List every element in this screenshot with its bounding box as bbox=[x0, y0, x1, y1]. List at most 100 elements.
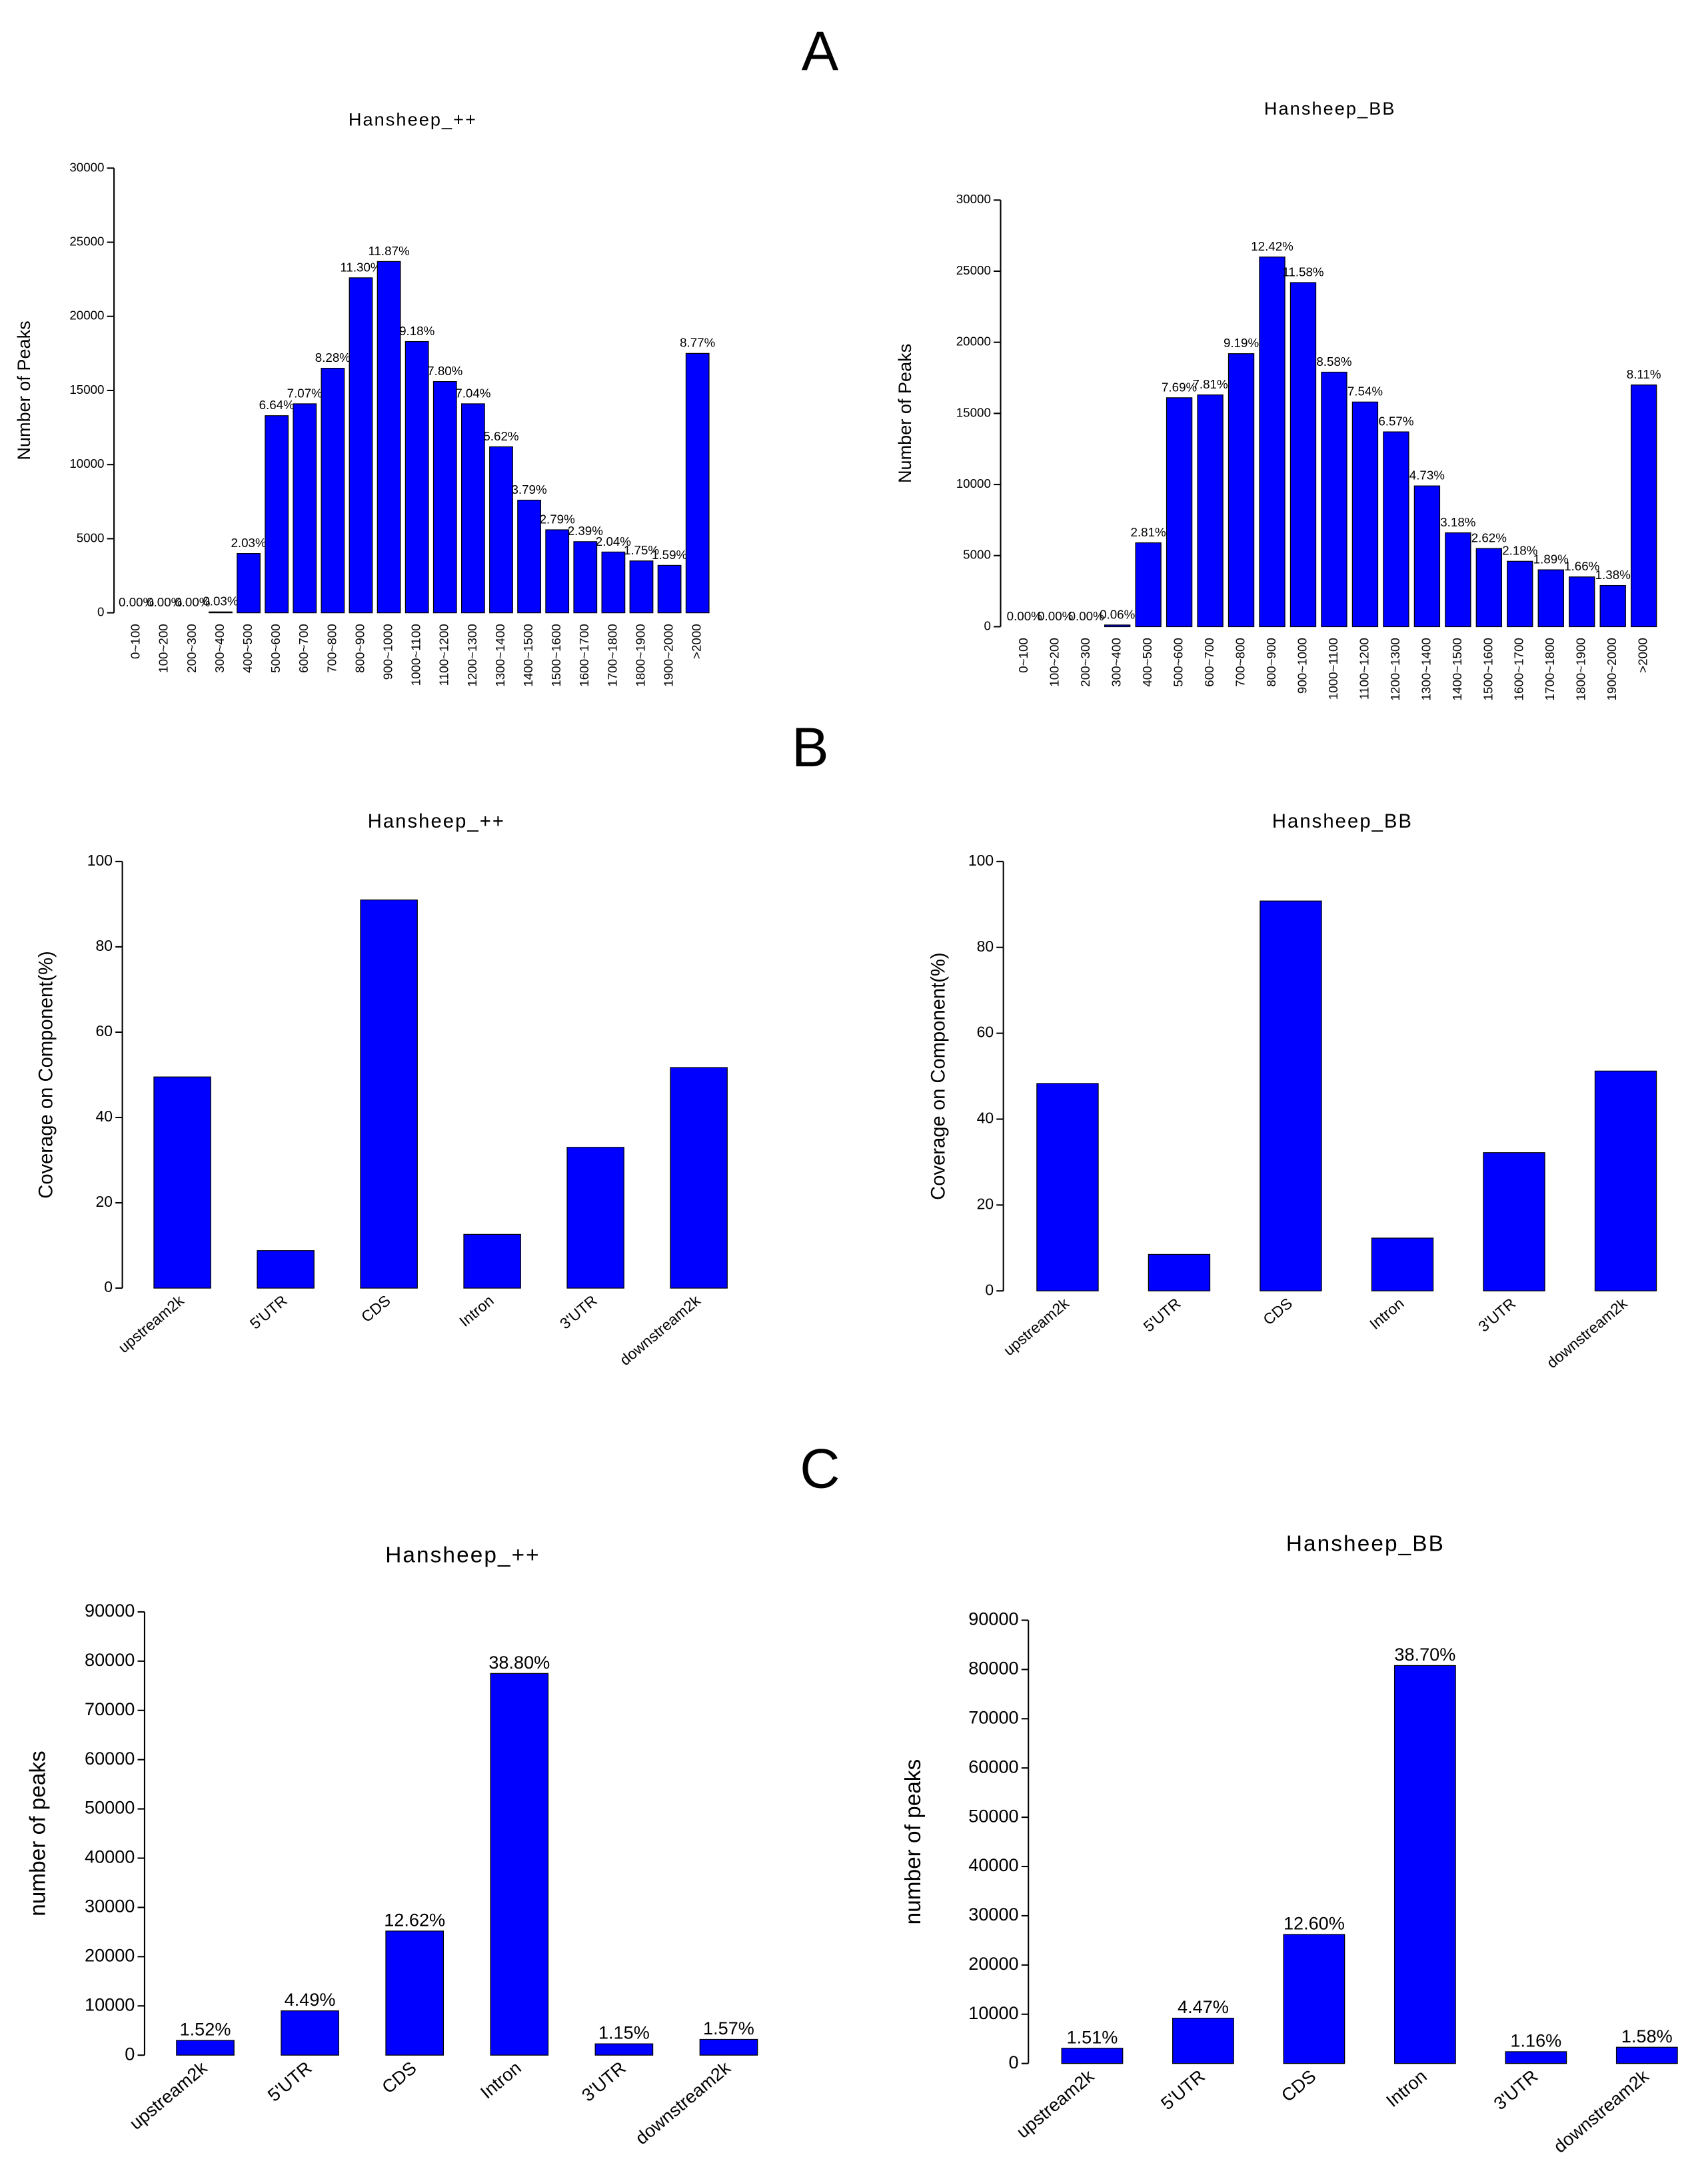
bar bbox=[1260, 900, 1322, 1291]
x-tick-label: 0~100 bbox=[1016, 638, 1030, 673]
y-tick-label: 0 bbox=[1009, 2052, 1019, 2072]
bar-label: 1.75% bbox=[624, 543, 659, 557]
bar bbox=[670, 1067, 728, 1289]
x-tick-label: downstream2k bbox=[1549, 2065, 1653, 2156]
x-tick-label: 1000~1100 bbox=[1326, 638, 1340, 700]
x-tick-label: 1000~1100 bbox=[409, 624, 423, 686]
y-tick-label: 70000 bbox=[968, 1707, 1018, 1727]
bar-label: 1.58% bbox=[1621, 2026, 1673, 2046]
x-tick-label: 1200~1300 bbox=[1388, 638, 1402, 700]
bar-label: 3.79% bbox=[512, 482, 547, 496]
x-tick-label: 100~200 bbox=[1048, 638, 1062, 687]
y-tick-label: 90000 bbox=[968, 1609, 1018, 1629]
x-tick-label: 700~800 bbox=[1234, 638, 1248, 687]
x-tick-label: 1900~2000 bbox=[662, 624, 676, 686]
bar bbox=[176, 2040, 235, 2056]
x-tick-label: 1800~1900 bbox=[1574, 638, 1588, 700]
x-tick-label: 0~100 bbox=[129, 624, 143, 659]
x-tick-label: 1100~1200 bbox=[437, 624, 451, 686]
panel-label: B bbox=[792, 716, 829, 778]
x-tick-label: CDS bbox=[1278, 2066, 1320, 2106]
y-tick-label: 100 bbox=[968, 852, 994, 869]
y-tick-label: 80 bbox=[977, 938, 994, 955]
bar-label: 11.58% bbox=[1282, 265, 1323, 279]
bar bbox=[629, 560, 654, 614]
x-tick-label: 400~500 bbox=[241, 624, 255, 673]
bar bbox=[1172, 2018, 1234, 2064]
y-tick-label: 80000 bbox=[968, 1658, 1018, 1679]
x-tick-label: 1500~1600 bbox=[549, 624, 563, 686]
bar-label: 1.51% bbox=[1067, 2026, 1118, 2047]
x-tick-label: >2000 bbox=[1636, 638, 1650, 673]
x-tick-label: 800~900 bbox=[353, 624, 367, 673]
x-tick-label: 1900~2000 bbox=[1605, 638, 1619, 700]
bar bbox=[257, 1250, 315, 1289]
bar-label: 1.89% bbox=[1533, 552, 1569, 566]
y-tick-label: 0 bbox=[104, 1278, 113, 1295]
y-tick-label: 20000 bbox=[956, 335, 991, 349]
bar-label: 7.07% bbox=[287, 386, 323, 400]
bar bbox=[1197, 394, 1224, 628]
bar-label: 7.04% bbox=[455, 386, 490, 400]
y-tick-label: 10000 bbox=[85, 1994, 135, 2014]
bar-label: 0.03% bbox=[203, 594, 238, 608]
bar-label: 0.00% bbox=[1069, 609, 1104, 623]
chart-title: Hansheep_BB bbox=[1286, 1532, 1445, 1557]
bar bbox=[385, 1930, 444, 2056]
bar-label: 38.70% bbox=[1394, 1644, 1455, 1665]
bar bbox=[1594, 1070, 1657, 1291]
bar bbox=[1321, 371, 1347, 628]
x-tick-label: 600~700 bbox=[297, 624, 311, 673]
bar bbox=[281, 2010, 339, 2056]
y-tick-label: 10000 bbox=[956, 476, 991, 490]
x-tick-label: 1300~1400 bbox=[493, 624, 507, 686]
chart-title: Hansheep_++ bbox=[349, 109, 477, 130]
x-tick-label: 900~1000 bbox=[1295, 638, 1309, 694]
bar-label: 1.38% bbox=[1595, 568, 1631, 582]
bar bbox=[1505, 2051, 1567, 2064]
x-tick-label: Intron bbox=[476, 2057, 525, 2102]
bar-label: 0.00% bbox=[1007, 609, 1042, 623]
bar bbox=[566, 1147, 624, 1289]
bar bbox=[460, 403, 485, 614]
y-tick-label: 5000 bbox=[963, 548, 991, 562]
x-tick-label: 1700~1800 bbox=[1543, 638, 1557, 700]
y-axis-label: Number of Peaks bbox=[894, 344, 915, 483]
y-tick-label: 60000 bbox=[85, 1748, 135, 1769]
bar bbox=[1413, 485, 1441, 628]
y-tick-label: 0 bbox=[985, 1281, 994, 1298]
bar-label: 0.00% bbox=[147, 595, 182, 609]
bar-label: 4.49% bbox=[285, 1989, 336, 2010]
y-tick-label: 20000 bbox=[968, 1953, 1018, 1974]
bar-label: 2.39% bbox=[568, 524, 603, 538]
x-tick-label: upstream2k bbox=[115, 1291, 187, 1356]
x-tick-label: 1800~1900 bbox=[633, 624, 647, 686]
y-tick-label: 50000 bbox=[85, 1797, 135, 1818]
bar-label: 1.66% bbox=[1564, 559, 1599, 573]
bar bbox=[1445, 532, 1471, 628]
y-tick-label: 50000 bbox=[968, 1805, 1018, 1826]
bar-label: 7.81% bbox=[1192, 377, 1228, 391]
y-tick-label: 5000 bbox=[77, 530, 105, 544]
y-tick-label: 30000 bbox=[968, 1904, 1018, 1924]
y-tick-label: 25000 bbox=[69, 234, 104, 248]
y-tick-label: 60000 bbox=[968, 1756, 1018, 1777]
bar-label: 2.18% bbox=[1502, 544, 1537, 558]
bar-label: 4.47% bbox=[1178, 1996, 1229, 2017]
bar bbox=[1599, 584, 1626, 628]
bar bbox=[1569, 576, 1595, 628]
y-tick-label: 80000 bbox=[85, 1649, 135, 1670]
bar-label: 12.62% bbox=[384, 1909, 445, 1930]
x-tick-label: 700~800 bbox=[325, 624, 339, 673]
bar bbox=[545, 529, 570, 614]
bar-label: 0.06% bbox=[1100, 607, 1135, 621]
y-tick-label: 25000 bbox=[956, 263, 991, 277]
bar bbox=[153, 1076, 211, 1289]
bar bbox=[1166, 397, 1193, 628]
bar bbox=[1393, 1665, 1456, 2064]
bar bbox=[1148, 1253, 1211, 1291]
y-tick-label: 0 bbox=[984, 618, 990, 632]
x-tick-label: downstream2k bbox=[616, 1291, 704, 1369]
bar-label: 2.62% bbox=[1471, 530, 1507, 544]
bar bbox=[349, 277, 373, 614]
